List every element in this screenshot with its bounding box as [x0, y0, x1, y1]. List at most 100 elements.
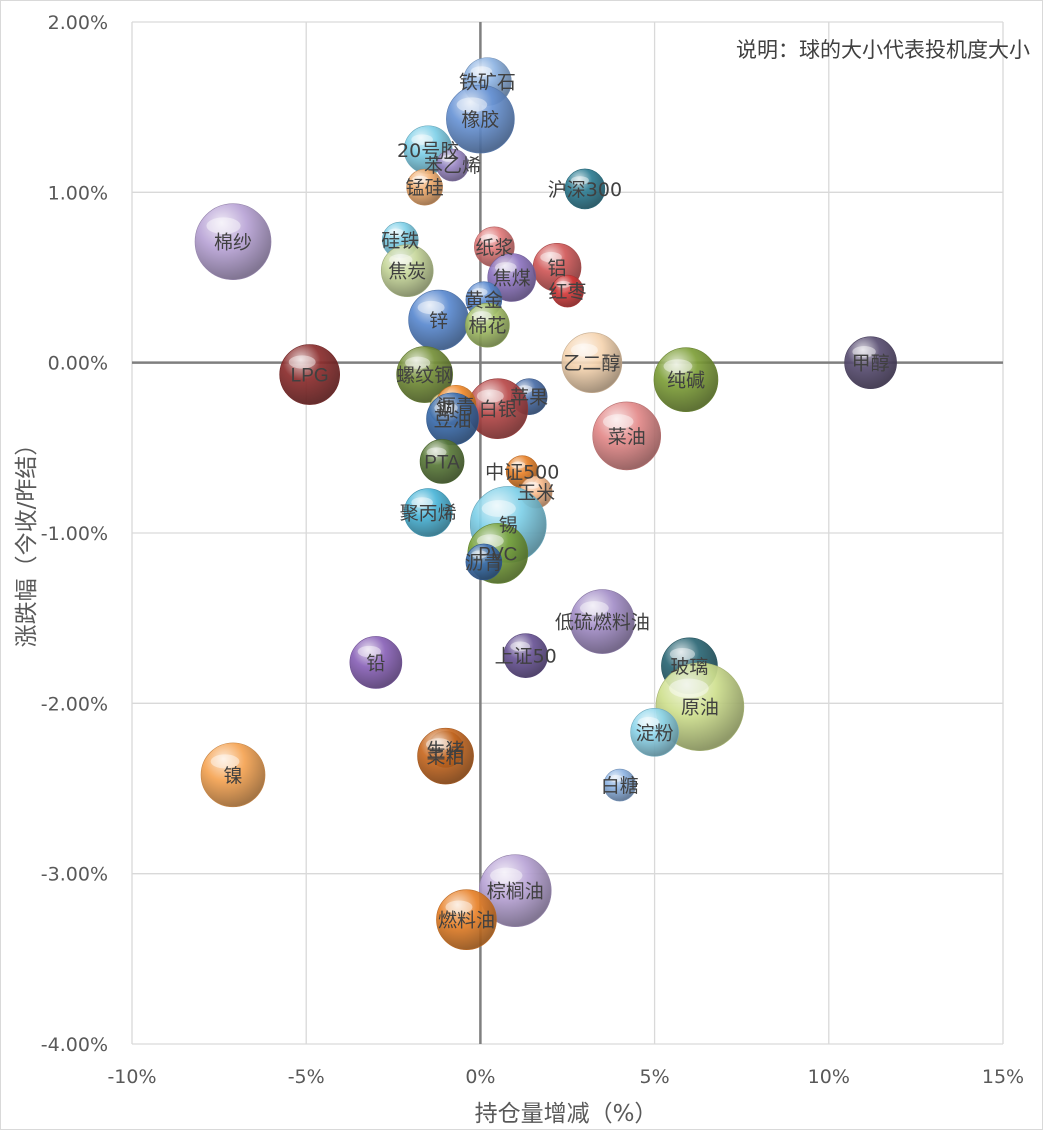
bubble-label: 白糖: [601, 775, 639, 797]
bubble-highlight: [570, 343, 598, 357]
y-axis-title: 涨跌幅（今收/昨结）: [14, 433, 40, 648]
bubble-label: 中证500: [485, 462, 559, 484]
bubble-label: 铝: [548, 257, 567, 279]
bubble-菜粕: [417, 727, 474, 785]
bubble-label: 纸浆: [475, 237, 513, 259]
bubble-label: 棕榈油: [487, 881, 544, 903]
x-tick-label: -10%: [107, 1066, 156, 1088]
bubble-highlight: [480, 234, 499, 243]
bubble-highlight: [470, 66, 493, 77]
bubble-label: 生猪: [427, 739, 465, 761]
bubble-label: 乙二醇: [563, 353, 620, 375]
bubble-棕榈油: [478, 854, 552, 928]
bubble-highlight: [669, 647, 696, 661]
bubble-label: 白银: [479, 399, 517, 421]
bubble-label: 焦煤: [493, 268, 531, 290]
bubble-label: 纯碱: [667, 370, 705, 392]
bubble-label: 沪深300: [548, 179, 622, 201]
bubbles: [194, 57, 897, 950]
y-tick-label: -4.00%: [41, 1034, 108, 1056]
bubble-橡胶: [446, 84, 515, 154]
bubble-highlight: [417, 300, 445, 315]
bubble-highlight: [570, 176, 589, 185]
bubble-白糖: [603, 768, 637, 802]
bubble-棉花: [465, 302, 510, 348]
bubble-LPG: [279, 344, 340, 405]
bubble-highlight: [445, 900, 473, 914]
bubble-highlight: [524, 481, 540, 489]
bubble-label: 低硫燃料油: [555, 612, 650, 634]
bubble-highlight: [471, 550, 488, 559]
bubble-螺纹钢: [396, 346, 453, 403]
bubble-label: 菜油: [608, 426, 646, 448]
bubble-PTA: [419, 439, 465, 484]
bubble-highlight: [556, 280, 571, 288]
bubble-highlight: [441, 154, 456, 162]
bubble-highlight: [434, 402, 458, 414]
bubble-label: 焦炭: [388, 261, 426, 283]
bubble-label: 铜: [436, 399, 455, 421]
bubble-镍: [200, 742, 266, 808]
bubble-label: 铅: [366, 652, 385, 674]
bubble-highlight: [490, 867, 523, 884]
bubble-label: 铁矿石: [459, 72, 516, 94]
bubble-label: 锰硅: [406, 177, 444, 199]
bubble-highlight: [357, 645, 382, 658]
bubble-label: 燃料油: [438, 910, 495, 932]
bubble-highlight: [494, 262, 517, 273]
bubble-聚丙烯: [403, 488, 453, 537]
bubble-锰硅: [406, 168, 443, 206]
bubble-highlight: [210, 754, 240, 769]
bubble-label: 棉纱: [214, 232, 252, 254]
bubble-label: 淀粉: [636, 722, 674, 744]
bubble-label: 锌: [429, 310, 448, 332]
bubble-highlight: [411, 134, 433, 145]
bubble-highlight: [456, 97, 488, 113]
bubble-highlight: [663, 359, 693, 374]
bubble-label: 原油: [681, 697, 719, 719]
bubble-label: 玻璃: [670, 656, 708, 678]
y-tick-label: 0.00%: [48, 353, 108, 375]
bubble-label: 硅铁: [381, 230, 419, 252]
bubble-label: 苹果: [510, 387, 548, 409]
x-axis-title: 持仓量增减（%）: [475, 1101, 658, 1127]
bubble-苯乙烯: [436, 148, 469, 182]
bubble-highlight: [476, 389, 504, 403]
bubble-highlight: [669, 678, 709, 698]
bubble-highlight: [471, 288, 488, 297]
bubble-highlight: [206, 217, 241, 235]
bubble-highlight: [425, 738, 452, 751]
bubble-highlight: [405, 356, 431, 369]
bubble-label: 锡: [499, 514, 518, 536]
chart-note: 说明：球的大小代表投机度大小: [736, 38, 1030, 62]
bubble-label: 红枣: [548, 281, 586, 303]
bubble-highlight: [389, 254, 413, 266]
bubble-highlight: [852, 346, 876, 358]
bubble-highlight: [412, 175, 429, 184]
x-tick-label: 15%: [982, 1066, 1024, 1088]
bubble-沥青: [465, 543, 503, 581]
bubble-highlight: [481, 500, 516, 517]
bubble-label: 上证50: [495, 646, 557, 668]
bubble-label: 沥青: [465, 552, 503, 574]
tick-labels: -10% -5% 0% 5% 10% 15% -4.00% -3.00% -2.00% -1.00…: [41, 12, 1024, 1088]
bubble-highlight: [471, 311, 492, 321]
bubble-highlight: [387, 228, 404, 237]
y-tick-label: -3.00%: [41, 864, 108, 886]
bubble-label: 沥青: [437, 395, 475, 417]
bubble-highlight: [511, 461, 526, 469]
bubble-highlight: [288, 355, 316, 369]
bubble-纯碱: [653, 347, 719, 413]
y-tick-label: 2.00%: [48, 12, 108, 34]
y-tick-label: -1.00%: [41, 523, 108, 545]
bubble-highlight: [637, 716, 660, 728]
bubble-铅: [349, 636, 403, 689]
bubble-label: 菜粕: [427, 746, 465, 768]
bubble-label: PVC: [478, 544, 517, 565]
bubble-label: 棉花: [468, 315, 506, 337]
bubble-甲醇: [844, 336, 897, 389]
x-tick-label: 5%: [640, 1066, 670, 1088]
bubble-菜油: [592, 401, 662, 471]
